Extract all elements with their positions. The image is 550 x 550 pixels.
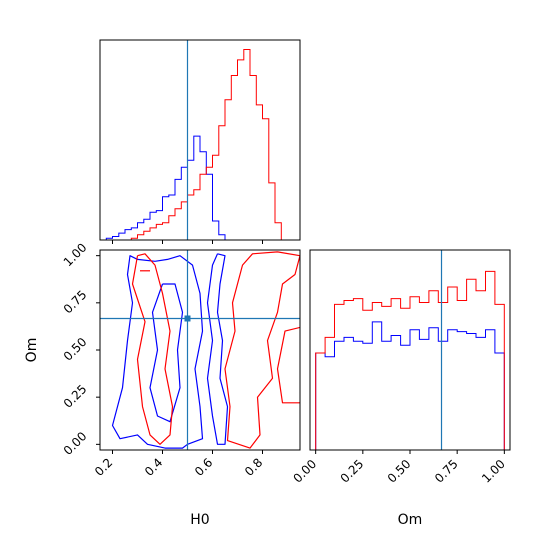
- om-x-tick-label: 0.75: [432, 457, 461, 486]
- om-x-tick-label: 0.25: [338, 457, 367, 486]
- x-axis-label-h0: H0: [190, 512, 209, 528]
- om-histogram-series-1: [310, 321, 510, 450]
- contour-y-tick-label: 0.50: [61, 335, 90, 364]
- contour-series-2-line-3: [276, 326, 300, 404]
- contour-series-1-line-1: [111, 255, 204, 449]
- contour-frame: [99, 249, 301, 451]
- om-marginal-histogram-panel: 0.00 0.25 0.50 0.75 1.00: [290, 249, 511, 486]
- x-axis-label-om: Om: [398, 512, 423, 528]
- om-histogram-layer: [310, 250, 510, 450]
- contour-y-tick-label: 0.75: [61, 288, 90, 317]
- contour-y-tick-label: 0.25: [61, 382, 90, 411]
- h0-histogram-frame: [99, 39, 301, 241]
- contour-layer: [100, 250, 300, 450]
- contour-x-tick-label: 0.4: [142, 455, 165, 478]
- om-histogram-frame: [309, 249, 511, 451]
- om-histogram-series-2: [310, 270, 510, 450]
- h0-marginal-histogram-panel: [99, 39, 301, 244]
- contour-y-tick-label: 0.00: [61, 429, 90, 458]
- contour-series-2-line-2: [224, 251, 300, 449]
- contour-series-1-line-2: [206, 253, 229, 445]
- contour-x-tick-label: 0.8: [242, 455, 265, 478]
- contour-series-2-line-1: [131, 253, 174, 445]
- contour-x-tick-label: 0.2: [92, 455, 115, 478]
- h0-om-contour-panel: 0.2 0.4 0.6 0.8 0.00 0.25 0.50 0.75 1.00: [61, 240, 301, 479]
- om-x-tick-label: 1.00: [479, 457, 508, 486]
- contour-series-1-line-3: [149, 283, 184, 423]
- om-x-tick-label: 0.00: [290, 457, 319, 486]
- contour-y-tick-label: 1.00: [61, 240, 90, 269]
- om-x-tick-label: 0.50: [385, 457, 414, 486]
- truth-point-marker: [184, 315, 191, 322]
- contour-x-tick-label: 0.6: [192, 455, 215, 478]
- h0-histogram-series-2: [100, 49, 300, 241]
- y-axis-label-om: Om: [24, 338, 40, 363]
